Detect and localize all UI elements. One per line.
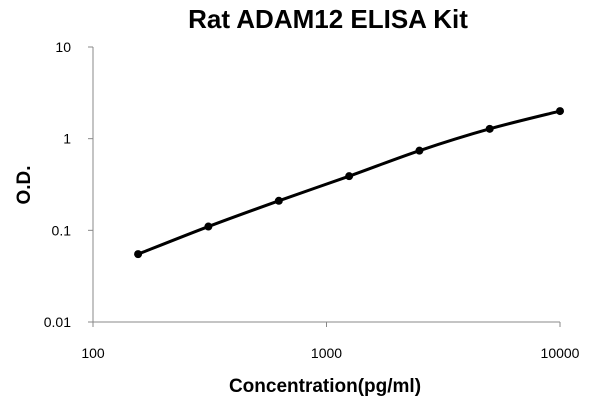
x-tick-label: 1000 — [311, 345, 342, 361]
y-tick-label: 10 — [55, 39, 71, 55]
data-point — [345, 172, 354, 181]
x-tick-label: 100 — [81, 345, 105, 361]
y-tick-label: 1 — [63, 131, 71, 147]
standard-curve-line — [137, 109, 561, 256]
data-point — [134, 250, 143, 259]
y-tick-label: 0.1 — [52, 222, 72, 238]
chart-title: Rat ADAM12 ELISA Kit — [188, 4, 468, 34]
x-axis-title: Concentration(pg/ml) — [229, 376, 421, 397]
data-point — [485, 124, 494, 133]
y-axis-title: O.D. — [14, 165, 35, 204]
data-point — [274, 196, 283, 205]
data-point — [415, 146, 424, 155]
marks — [134, 107, 564, 259]
data-point — [204, 222, 213, 231]
ticks: 0.01 0.1 1 10 100 1000 10000 — [44, 39, 580, 361]
x-tick-label: 10000 — [541, 345, 580, 361]
y-tick-label: 0.01 — [44, 314, 71, 330]
data-point — [556, 107, 564, 116]
